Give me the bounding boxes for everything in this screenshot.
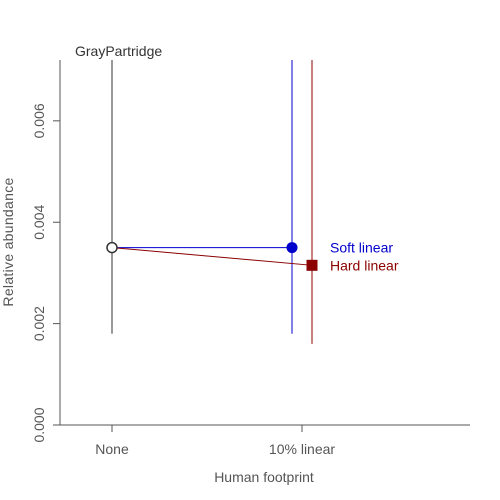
x-tick-label: 10% linear <box>269 441 335 457</box>
axes <box>59 60 470 426</box>
y-ticks: 0.000 0.002 0.004 0.006 <box>31 103 60 443</box>
chart-title: GrayPartridge <box>75 43 162 59</box>
baseline-point <box>106 241 118 254</box>
x-axis-title: Human footprint <box>214 469 314 485</box>
y-axis-title: Relative abundance <box>0 177 16 306</box>
series-point <box>306 259 318 271</box>
legend-label-soft-linear: Soft linear <box>330 240 393 256</box>
y-tick-label: 0.006 <box>31 103 47 138</box>
y-tick-label: 0.004 <box>31 204 47 239</box>
x-tick-label: None <box>95 441 129 457</box>
data-marks <box>106 60 318 344</box>
y-tick-label: 0.002 <box>31 306 47 341</box>
x-ticks: None 10% linear <box>95 425 335 457</box>
series-connector-line <box>111 247 313 266</box>
series-point <box>286 242 298 254</box>
legend-label-hard-linear: Hard linear <box>330 257 399 273</box>
y-tick-label: 0.000 <box>31 407 47 442</box>
